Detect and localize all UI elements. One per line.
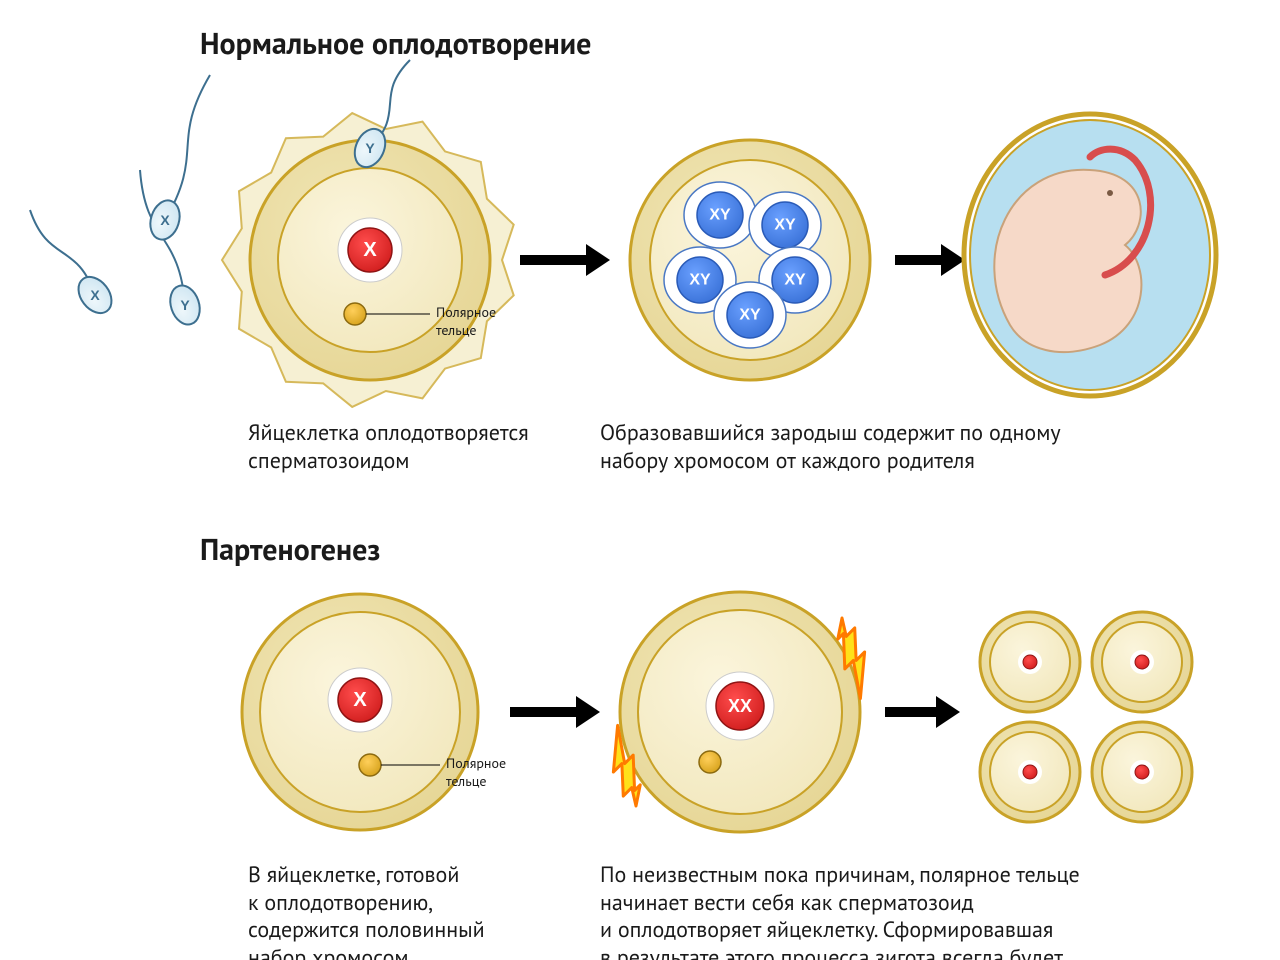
svg-text:X: X <box>363 239 377 261</box>
section2-caption-right: По неизвестным пока причинам, полярное т… <box>600 862 1080 960</box>
svg-text:X: X <box>353 689 367 711</box>
diagram-svg: XXYXYXYXYXYXYXYXXX <box>0 0 1280 960</box>
svg-text:XY: XY <box>739 307 761 324</box>
svg-text:XY: XY <box>689 272 711 289</box>
svg-text:Y: Y <box>365 140 375 156</box>
section2-caption-left: В яйцеклетке, готовой к оплодотворению, … <box>248 862 485 960</box>
svg-text:Y: Y <box>180 297 190 313</box>
polar-body-label-1: Полярное тельце <box>436 304 496 339</box>
section1-title: Нормальное оплодотворение <box>200 24 591 63</box>
svg-text:XX: XX <box>728 696 752 716</box>
section1-caption-right: Образовавшийся зародыш содержит по одном… <box>600 420 1061 475</box>
section1-caption-left: Яйцеклетка оплодотворяется сперматозоидо… <box>248 420 529 475</box>
svg-text:XY: XY <box>774 217 796 234</box>
diagram-stage: XXYXYXYXYXYXYXYXXX Нормальное оплодотвор… <box>0 0 1280 960</box>
polar-body-label-2: Полярное тельце <box>446 755 506 790</box>
section2-title: Партеногенез <box>200 530 380 569</box>
svg-text:X: X <box>160 212 170 228</box>
svg-text:XY: XY <box>784 272 806 289</box>
svg-text:X: X <box>90 287 100 303</box>
svg-text:XY: XY <box>709 207 731 224</box>
